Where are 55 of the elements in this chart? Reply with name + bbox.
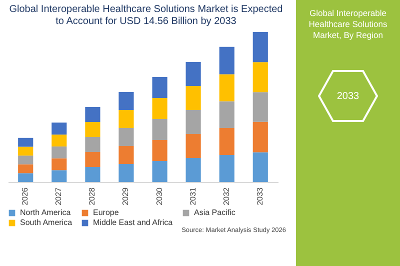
legend-label: Europe — [93, 208, 120, 217]
x-tick-label: 2027 — [54, 186, 64, 206]
x-tick-label: 2026 — [20, 186, 30, 206]
bar — [152, 161, 168, 182]
bar — [52, 170, 67, 182]
bar — [186, 62, 201, 86]
bar — [152, 77, 168, 98]
bar — [186, 86, 201, 110]
bar — [186, 110, 201, 134]
bar — [219, 155, 234, 182]
bar — [252, 62, 268, 92]
bar — [18, 138, 34, 147]
bar — [219, 128, 234, 155]
bar — [52, 158, 67, 170]
bar — [18, 146, 34, 156]
x-tick-label: 2030 — [154, 186, 164, 206]
bar — [118, 146, 134, 164]
bar — [152, 119, 168, 140]
bar — [252, 32, 268, 62]
bar — [152, 98, 168, 119]
x-tick-label: 2033 — [255, 186, 264, 206]
legend-label: Middle East and Africa — [93, 218, 174, 227]
bar — [219, 101, 234, 128]
text: Global Interoperable Healthcare Solutions Market, By Region — [308, 7, 388, 42]
bar — [18, 164, 34, 174]
bar — [186, 158, 201, 182]
x-tick-label: 2032 — [222, 186, 231, 206]
x-tick-label: 2031 — [188, 186, 198, 206]
bar — [252, 92, 268, 122]
bar — [52, 146, 67, 158]
x-tick-label: 2029 — [121, 186, 130, 206]
bar — [118, 92, 134, 110]
bar — [18, 173, 34, 182]
bar — [219, 74, 234, 102]
x-tick-label: 2028 — [88, 186, 97, 206]
bar — [52, 122, 67, 135]
bar — [118, 110, 134, 128]
bar — [252, 152, 268, 182]
bar — [85, 122, 100, 137]
bar — [186, 134, 201, 158]
legend-label: North America — [20, 208, 72, 217]
bar — [118, 164, 134, 182]
legend-label: South America — [20, 218, 73, 227]
bar — [85, 137, 100, 152]
bar — [252, 122, 268, 152]
bar — [152, 140, 168, 161]
bar — [118, 128, 134, 146]
bar — [85, 107, 100, 122]
bar — [52, 134, 67, 146]
bar — [85, 152, 100, 167]
bar — [18, 156, 34, 164]
legend-label: Asia Pacific — [194, 208, 236, 217]
chart-title: Global Interoperable Healthcare Solutions Market is Expected to Account for USD 14.56 Billion by 2033 — [8, 3, 284, 28]
bar — [219, 46, 234, 74]
bar — [85, 167, 100, 182]
